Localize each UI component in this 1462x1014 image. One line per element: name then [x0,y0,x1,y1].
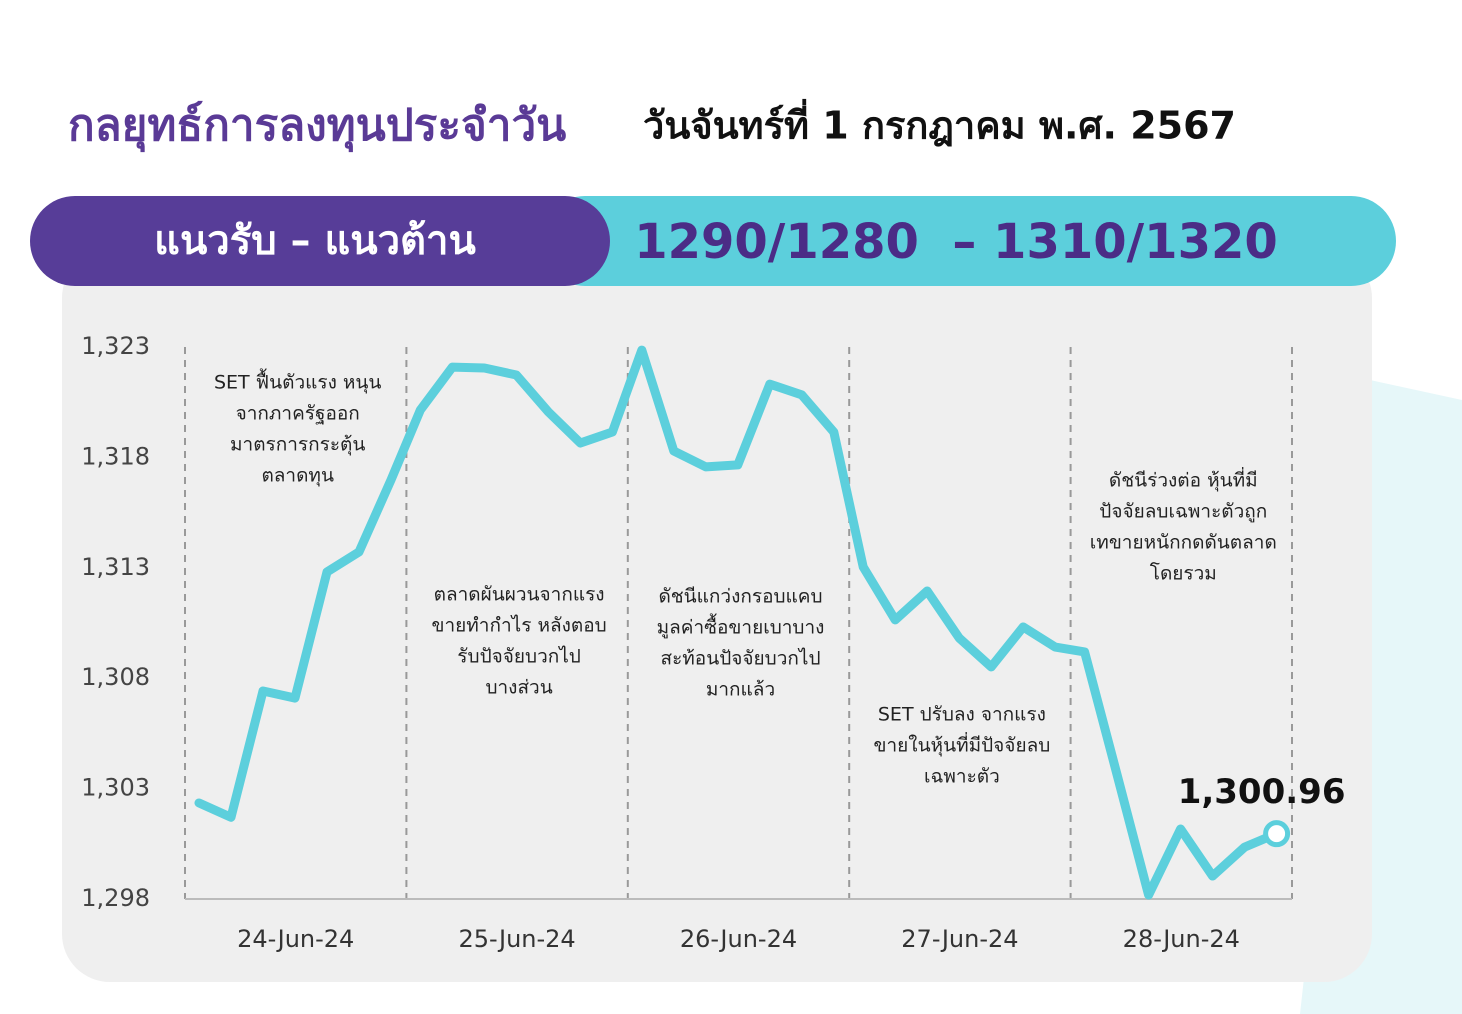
banner-label: แนวรับ – แนวต้าน [154,218,476,264]
annotation: ตลาดทุน [261,465,334,488]
x-tick-label: 25-Jun-24 [458,925,575,953]
annotation: มากแล้ว [706,679,775,701]
y-tick-label: 1,323 [81,332,150,360]
annotation: รับปัจจัยบวกไป [457,646,581,668]
annotation: ตลาดผันผวนจากแรง [434,584,605,606]
annotation: โดยรวม [1150,562,1217,585]
annotation: เทขายหนักกดดันตลาด [1090,532,1277,554]
x-tick-label: 26-Jun-24 [680,925,797,953]
annotation: สะท้อนปัจจัยบวกไป [660,648,820,670]
annotation: ขายในหุ้นที่มีปัจจัยลบ [874,732,1051,758]
annotation: SET ฟื้นตัวแรง หนุน [214,369,381,395]
y-tick-label: 1,303 [81,774,150,802]
levels-pill [540,196,1396,286]
annotation: ขายทำกำไร หลังตอบ [431,615,606,637]
chart-card [62,250,1372,982]
banner-levels: 1290/1280 – 1310/1320 [634,214,1278,270]
label-pill [30,196,610,286]
annotation: จากภาครัฐออก [236,403,360,425]
annotation: SET ปรับลง จากแรง [878,704,1046,726]
annotation: ปัจจัยลบเฉพาะตัวถูก [1099,501,1267,523]
x-tick-label: 27-Jun-24 [901,925,1018,953]
y-tick-label: 1,298 [81,884,150,912]
x-tick-label: 24-Jun-24 [237,925,354,953]
date: วันจันทร์ที่ 1 กรกฎาคม พ.ศ. 2567 [643,99,1236,148]
annotation: มาตรการกระตุ้น [230,434,365,457]
x-tick-label: 28-Jun-24 [1123,925,1240,953]
index-line [194,345,1282,900]
y-tick-label: 1,318 [81,442,150,470]
last-point [1263,820,1291,848]
annotation: มูลค่าซื้อขายเบาบาง [657,614,825,639]
value-label: 1,300.96 [1178,772,1346,812]
annotation: บางส่วน [485,677,552,699]
title: กลยุทธ์การลงทุนประจำวัน [68,100,566,153]
annotation: ดัชนีร่วงต่อ หุ้นที่มี [1109,467,1258,493]
chart: 1,298 1,303 1,308 1,313 1,318 1,323 24-Jun-24 S… [81,332,1345,953]
annotation: ดัชนีแกว่งกรอบแคบ [658,586,822,608]
y-tick-label: 1,313 [81,553,150,581]
y-tick-label: 1,308 [81,663,150,691]
annotation: เฉพาะตัว [924,766,1000,788]
